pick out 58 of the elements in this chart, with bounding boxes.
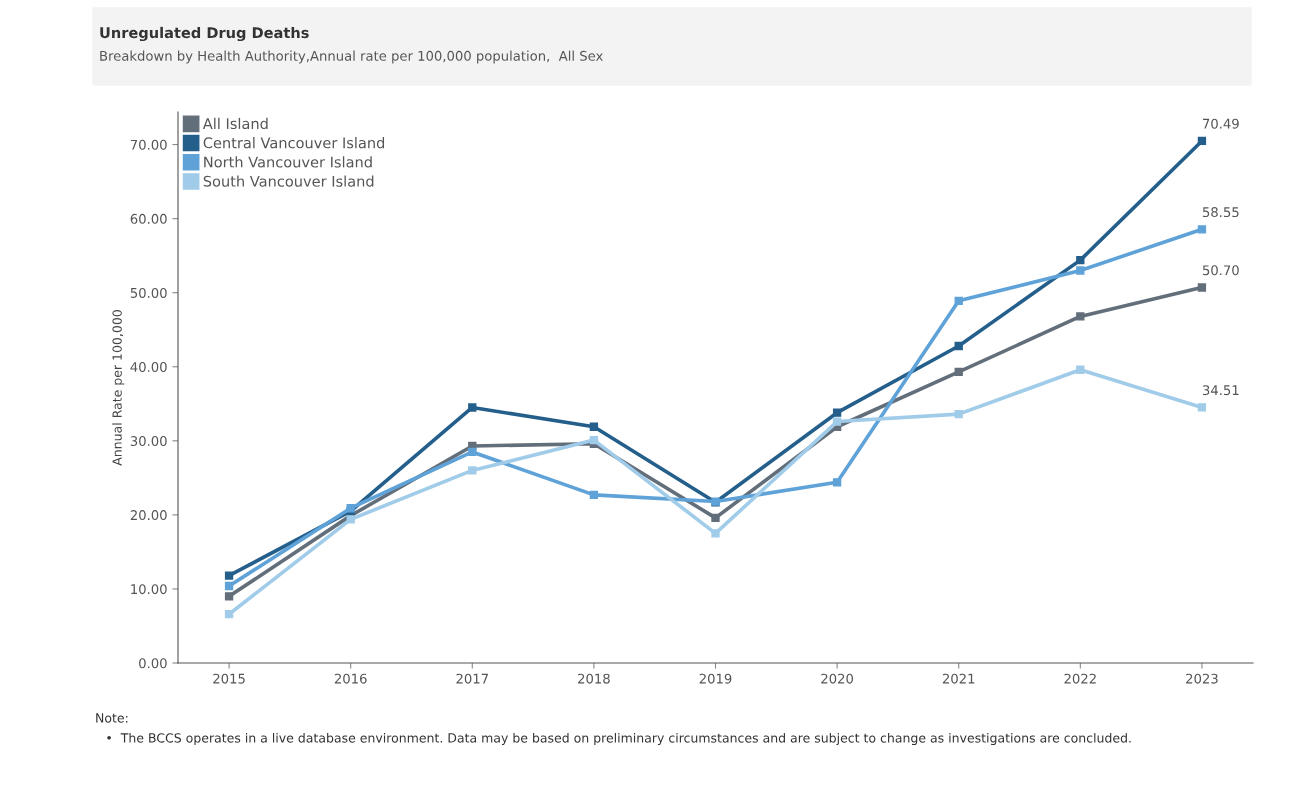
point: [224, 571, 234, 580]
x-tick-label: 2017: [456, 673, 488, 684]
point: [1197, 403, 1207, 412]
point: [346, 515, 355, 524]
point: [468, 447, 477, 457]
y-tick-label: 20.00: [130, 510, 167, 521]
y-tick-label: 50.00: [130, 287, 167, 298]
point: [468, 403, 477, 412]
point: [589, 435, 599, 445]
point: [589, 490, 599, 500]
point: [832, 478, 842, 487]
point: [224, 581, 234, 591]
point: [954, 367, 963, 377]
y-tick-label: 40.00: [130, 361, 167, 372]
data-label: 34.51: [1202, 385, 1239, 396]
x-tick-label: 2023: [1186, 673, 1218, 684]
legend-label: South Vancouver Island: [203, 175, 374, 187]
point: [711, 529, 720, 538]
x-tick-label: 2020: [821, 673, 854, 684]
y-tick-label: 70.00: [130, 139, 167, 150]
data-label: 70.49: [1203, 118, 1239, 129]
point: [1076, 266, 1085, 275]
text: Note:: [96, 713, 128, 723]
point: [1197, 283, 1207, 292]
point: [954, 341, 963, 351]
x-tick-label: 2015: [213, 673, 245, 684]
point: [1076, 365, 1085, 374]
point: [1076, 255, 1085, 265]
chart-title: Unregulated Drug Deaths: [100, 26, 309, 42]
y-axis-title: Annual Rate per 100,000: [112, 310, 125, 466]
data-label: 50.70: [1202, 265, 1239, 276]
point: [224, 609, 234, 619]
y-tick-label: 60.00: [130, 213, 167, 224]
point: [832, 417, 842, 426]
point: [711, 513, 720, 523]
x-tick-label: 2019: [699, 673, 732, 684]
y-tick-label: 30.00: [130, 436, 167, 447]
y-tick-label: 10.00: [131, 584, 167, 595]
point: [224, 592, 234, 601]
x-tick-label: 2018: [578, 673, 610, 684]
point: [589, 422, 599, 431]
text: • The BCCS operates in a live database environment. Data may be based on preliminary circumstances and are subject to change as investigations are concluded.: [107, 732, 1131, 746]
legend-label: Central Vancouver Island: [203, 137, 385, 149]
point: [1197, 225, 1207, 234]
point: [468, 466, 477, 475]
point: [832, 408, 842, 417]
x-tick-label: 2021: [942, 673, 975, 684]
legend-label: All Island: [202, 117, 268, 130]
point: [1076, 312, 1085, 321]
point: [954, 409, 963, 419]
point: [1197, 136, 1207, 146]
legend-label: North Vancouver Island: [204, 156, 372, 168]
y-tick-label: 0.00: [139, 658, 167, 669]
chart-subtitle: Breakdown by Health Authority,Annual rate per 100,000 population, All Sex: [100, 50, 603, 64]
x-tick-label: 2022: [1064, 673, 1096, 684]
point: [954, 296, 963, 306]
data-label: 58.55: [1202, 207, 1239, 218]
x-tick-label: 2016: [334, 673, 367, 684]
